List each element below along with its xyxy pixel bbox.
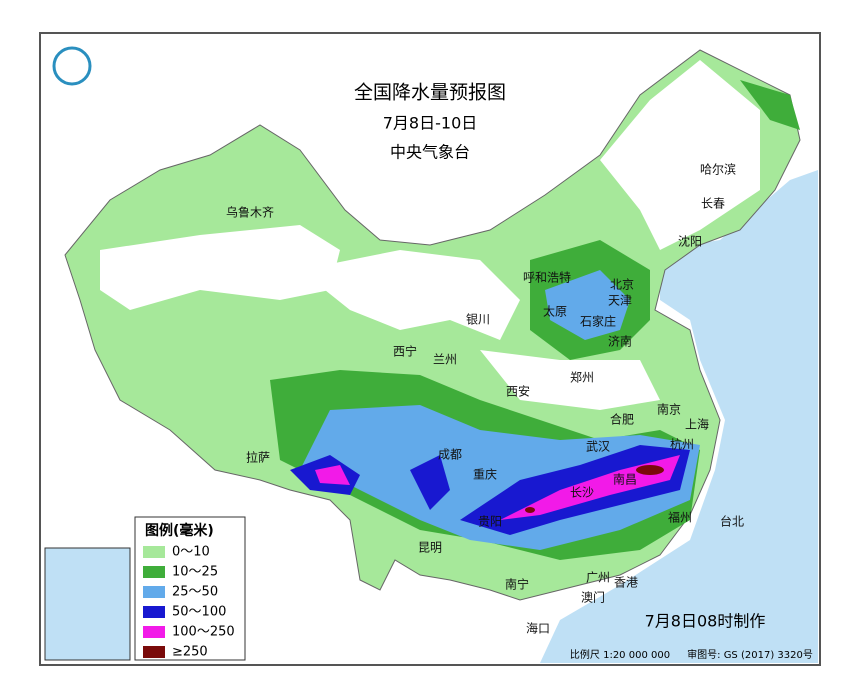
city-label: 北京 <box>610 278 634 292</box>
legend-label: 25～50 <box>172 585 218 600</box>
city-label: 南京 <box>657 402 681 417</box>
dry-area <box>600 60 760 250</box>
sea <box>540 170 818 663</box>
city-label: 哈尔滨 <box>700 162 736 177</box>
city-label: 重庆 <box>473 468 497 482</box>
city-label: 福州 <box>668 510 692 525</box>
legend-swatch <box>143 626 165 638</box>
legend-label: 50～100 <box>172 605 226 620</box>
city-label: 银川 <box>466 313 490 327</box>
logo <box>52 46 92 86</box>
legend-title: 图例(毫米) <box>145 522 214 539</box>
dry-area <box>300 250 520 340</box>
city-label: 西安 <box>506 384 530 399</box>
city-label: 昆明 <box>418 541 442 555</box>
dry-area <box>100 225 340 310</box>
city-label: 乌鲁木齐 <box>226 205 274 220</box>
legend-items: 0～10 10～25 25～50 50～100 100～250 ≥250 <box>143 545 235 660</box>
city-label: 上海 <box>685 417 709 432</box>
city-label: 石家庄 <box>580 314 616 329</box>
city-label: 广州 <box>586 571 610 585</box>
agency: 中央气象台 <box>390 143 470 162</box>
city-label: 拉萨 <box>246 450 270 465</box>
city-label: 呼和浩特 <box>523 270 571 285</box>
city-label: 沈阳 <box>678 234 702 249</box>
city-label: 长春 <box>701 197 725 211</box>
city-label: 合肥 <box>610 412 634 427</box>
legend-swatch <box>143 586 165 598</box>
legend-swatch <box>143 566 165 578</box>
approval: 审图号: GS (2017) 3320号 <box>687 648 813 661</box>
legend-swatch <box>143 646 165 658</box>
city-label: 西宁 <box>393 344 417 359</box>
city-label: 海口 <box>526 621 550 636</box>
legend-label: ≥250 <box>172 645 208 660</box>
date: 7月8日-10日 <box>383 114 478 133</box>
city-label: 贵阳 <box>478 515 502 529</box>
legend-swatch <box>143 546 165 558</box>
rain-25-50 <box>300 405 700 550</box>
city-label: 南昌 <box>613 472 637 487</box>
inset-map <box>44 547 131 661</box>
legend-label: 10～25 <box>172 565 218 580</box>
city-labels: 乌鲁木齐 哈尔滨长春沈阳呼和浩特北京天津太原石家庄 银川西宁兰州 济南郑州西安合肥 南京… <box>226 162 744 636</box>
city-label: 济南 <box>608 334 632 349</box>
city-label: 香港 <box>614 576 638 590</box>
legend-swatch <box>143 606 165 618</box>
city-label: 杭州 <box>670 437 694 452</box>
rain-25-50 <box>545 270 630 340</box>
rain-10-25 <box>740 80 800 130</box>
rain-over-250 <box>636 465 664 475</box>
city-label: 天津 <box>608 294 632 308</box>
rain-100-250 <box>315 465 350 485</box>
rain-50-100 <box>410 455 450 510</box>
city-label: 郑州 <box>570 370 594 385</box>
rain-over-250 <box>525 507 535 513</box>
dry-area <box>480 350 660 410</box>
title: 全国降水量预报图 <box>354 82 506 104</box>
city-label: 成都 <box>438 448 462 462</box>
city-label: 澳门 <box>581 590 605 605</box>
city-label: 长沙 <box>570 486 594 500</box>
city-label: 台北 <box>720 514 744 529</box>
city-label: 兰州 <box>433 353 457 367</box>
issued-time: 7月8日08时制作 <box>645 612 766 631</box>
scale: 比例尺 1:20 000 000 <box>570 648 670 661</box>
city-label: 太原 <box>543 304 567 319</box>
legend-label: 0～10 <box>172 545 210 560</box>
city-label: 武汉 <box>586 440 610 454</box>
legend-label: 100～250 <box>172 625 235 640</box>
city-label: 南宁 <box>505 577 529 592</box>
rain-100-250 <box>500 455 680 520</box>
